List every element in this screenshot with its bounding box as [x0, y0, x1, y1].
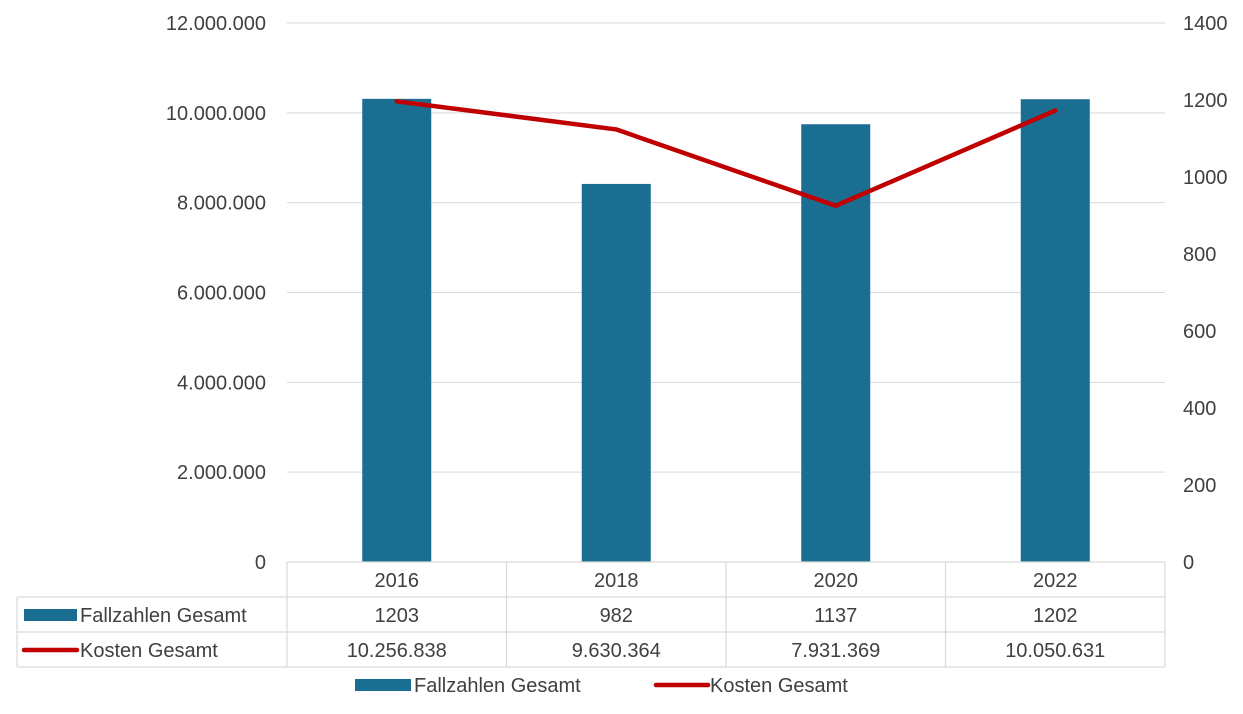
primary-y-axis: 0 2.000.000 4.000.000 6.000.000 8.000.000 10.… [166, 13, 266, 574]
secondary-y-tick-label: 400 [1183, 398, 1216, 420]
legend: Fallzahlen Gesamt Kosten Gesamt [355, 675, 848, 697]
kosten-line [394, 99, 1058, 208]
line-series-kosten [394, 99, 1058, 208]
table-cell-value: 982 [600, 605, 633, 627]
secondary-y-tick-label: 800 [1183, 244, 1216, 266]
secondary-y-tick-label: 1200 [1183, 90, 1228, 112]
primary-y-tick-label: 10.000.000 [166, 103, 266, 125]
table-bar-key [24, 609, 77, 621]
legend-bar-key [355, 679, 411, 691]
legend-label-fallzahlen: Fallzahlen Gesamt [414, 675, 581, 697]
table-cell-value: 1202 [1033, 605, 1078, 627]
table-cell-value: 10.050.631 [1005, 640, 1105, 662]
bar-2016 [362, 98, 432, 562]
primary-y-tick-label: 2.000.000 [177, 462, 266, 484]
secondary-y-tick-label: 0 [1183, 552, 1194, 574]
data-table: 2016 2018 2020 2022 Fallzahlen Gesamt 1203 982… [16, 561, 1166, 668]
category-label: 2016 [375, 570, 420, 592]
primary-y-tick-label: 8.000.000 [177, 193, 266, 215]
primary-y-tick-label: 6.000.000 [177, 283, 266, 305]
table-cell-value: 7.931.369 [791, 640, 880, 662]
table-cell-value: 10.256.838 [347, 640, 447, 662]
bar-2020 [801, 124, 871, 562]
primary-y-tick-label: 12.000.000 [166, 13, 266, 35]
legend-label-kosten: Kosten Gesamt [710, 675, 848, 697]
secondary-y-axis: 0 200 400 600 800 1000 1200 1400 [1183, 13, 1228, 574]
category-label: 2022 [1033, 570, 1078, 592]
primary-y-tick-label: 0 [255, 552, 266, 574]
secondary-y-tick-label: 200 [1183, 475, 1216, 497]
primary-y-tick-label: 4.000.000 [177, 372, 266, 394]
table-cell-value: 9.630.364 [572, 640, 661, 662]
secondary-y-tick-label: 1400 [1183, 13, 1228, 35]
table-cell-value: 1137 [814, 605, 857, 627]
category-label: 2018 [594, 570, 639, 592]
bar-series-fallzahlen [362, 98, 1090, 562]
table-cell-value: 1203 [375, 605, 420, 627]
secondary-y-tick-label: 1000 [1183, 167, 1228, 189]
bar-2018 [581, 183, 651, 562]
category-label: 2020 [814, 570, 859, 592]
secondary-y-tick-label: 600 [1183, 321, 1216, 343]
table-series-name: Fallzahlen Gesamt [80, 605, 247, 627]
gridlines [287, 22, 1165, 473]
bar-2022 [1020, 99, 1090, 562]
table-series-name: Kosten Gesamt [80, 640, 218, 662]
